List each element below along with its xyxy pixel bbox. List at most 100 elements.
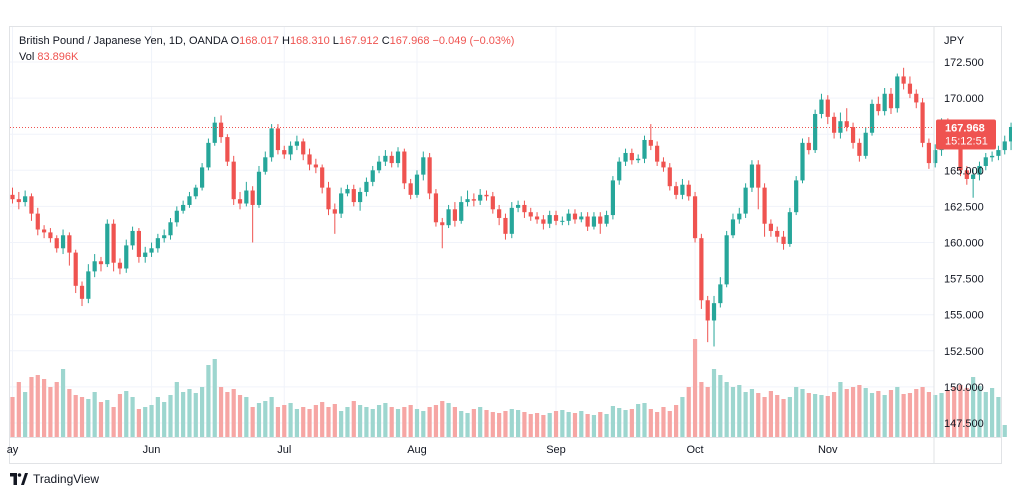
candle: [250, 186, 255, 243]
candle-body: [149, 248, 154, 253]
candle: [844, 108, 849, 132]
volume-bar: [111, 407, 116, 437]
candle: [465, 190, 470, 207]
volume-bar: [92, 392, 97, 437]
candle-body: [155, 238, 160, 249]
volume-bar: [130, 397, 135, 437]
candle-body: [813, 113, 818, 151]
candle: [528, 207, 533, 221]
volume-bar: [553, 411, 559, 437]
candle: [566, 209, 571, 226]
candle: [200, 163, 205, 191]
volume-bar: [636, 404, 641, 437]
candle-body: [674, 186, 679, 195]
volume-bar: [977, 386, 982, 437]
candle: [832, 112, 837, 139]
candle-body: [98, 261, 104, 265]
change-value: −0.049 (−0.03%): [432, 35, 515, 47]
candle: [326, 181, 331, 216]
volume-bar: [743, 392, 748, 437]
candle: [591, 212, 597, 230]
candle-body: [718, 284, 723, 304]
grid-layer: [10, 27, 934, 437]
candle-body: [863, 132, 868, 156]
volume-bar: [376, 405, 382, 437]
candle: [787, 207, 792, 247]
x-tick-label: Sep: [546, 444, 566, 456]
volume-bar: [351, 401, 356, 437]
candle: [674, 181, 679, 200]
volume-bar: [421, 411, 426, 437]
candle-body: [914, 93, 919, 103]
candle-body: [617, 161, 622, 181]
candle-body: [895, 76, 900, 109]
x-tick-label: Oct: [686, 444, 703, 456]
candle: [389, 151, 394, 168]
candle-body: [130, 230, 135, 246]
candle-body: [977, 165, 982, 175]
candle-body: [832, 116, 837, 133]
volume-bar: [237, 395, 243, 437]
volume-bar: [206, 365, 211, 437]
volume-bar: [364, 407, 369, 437]
candle: [73, 249, 78, 294]
candle-body: [263, 157, 268, 172]
candle: [686, 180, 691, 201]
candle: [623, 148, 628, 166]
candle: [497, 204, 502, 226]
candle-body: [168, 222, 173, 236]
volume-bar: [907, 393, 913, 437]
volume-bar: [869, 393, 875, 437]
candle-body: [402, 151, 407, 184]
candle-body: [212, 122, 217, 143]
candle: [737, 207, 742, 224]
candle-body: [459, 202, 464, 221]
candle: [869, 99, 875, 136]
candle-body: [636, 158, 641, 161]
candle: [579, 212, 584, 223]
candle: [370, 165, 375, 187]
volume-bar: [642, 403, 647, 437]
volume-bar: [98, 402, 104, 437]
ohlc-legend: British Pound / Japanese Yen, 1D, OANDA …: [19, 35, 514, 47]
candle-body: [10, 194, 15, 200]
candle: [48, 228, 53, 243]
candle: [964, 165, 969, 185]
candle: [768, 219, 773, 237]
candle-body: [509, 207, 514, 234]
candle-body: [92, 261, 97, 272]
volume-bar: [301, 407, 306, 437]
candle: [572, 209, 578, 224]
candle: [320, 164, 325, 194]
candle-body: [838, 121, 843, 133]
candle-body: [522, 204, 527, 213]
candle-body: [16, 199, 21, 203]
candle: [269, 124, 274, 162]
candle: [275, 124, 281, 155]
open-label: O: [230, 35, 240, 47]
tradingview-brand: TradingView: [33, 472, 100, 486]
symbol-name[interactable]: British Pound / Japanese Yen, 1D, OANDA: [19, 35, 228, 47]
volume-bar: [516, 410, 521, 437]
volume-label[interactable]: Vol: [19, 51, 35, 63]
tradingview-footer[interactable]: TradingView: [10, 472, 99, 486]
volume-layer: [10, 339, 1007, 437]
candle: [23, 190, 28, 207]
candle: [705, 295, 710, 343]
candle-body: [926, 142, 931, 164]
candle-body: [275, 128, 281, 151]
volume-bar: [579, 411, 584, 437]
volume-bar: [10, 397, 15, 437]
candle: [446, 204, 451, 229]
candle-body: [452, 209, 457, 221]
candle-body: [850, 126, 856, 143]
candle-body: [484, 194, 489, 197]
candle-body: [465, 199, 470, 203]
volume-bar: [263, 401, 268, 437]
volume-bar: [383, 403, 388, 437]
volume-bar: [282, 405, 287, 437]
candle-body: [692, 196, 698, 239]
volume-bar: [604, 414, 609, 437]
